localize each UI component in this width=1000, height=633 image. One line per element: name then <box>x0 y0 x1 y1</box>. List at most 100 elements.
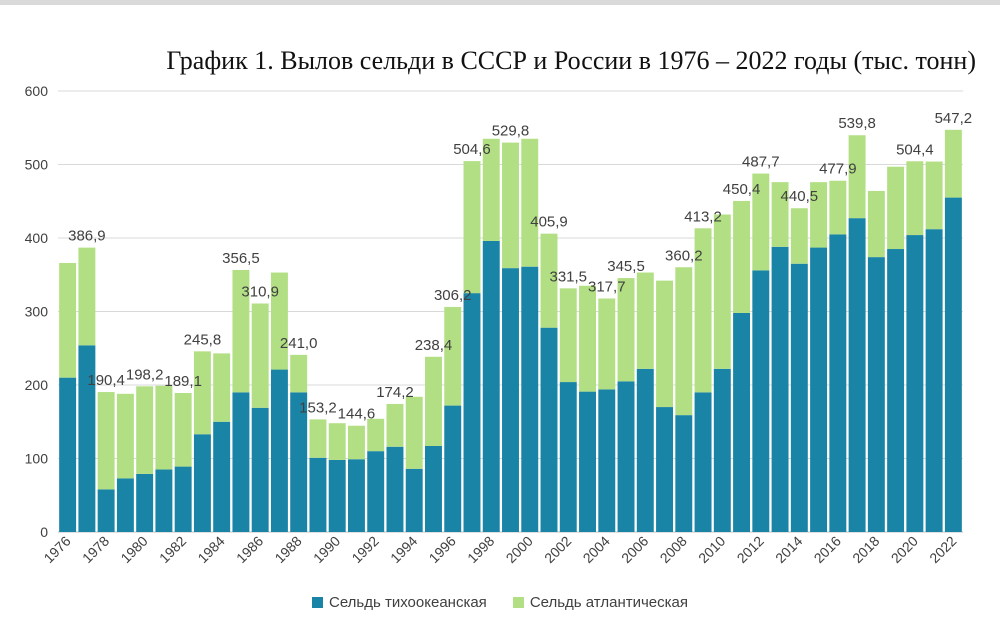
bar-pacific-2005 <box>617 381 635 532</box>
bar-pacific-1986 <box>251 407 269 532</box>
data-label-1991: 144,6 <box>338 406 376 423</box>
bar-pacific-2000 <box>521 266 539 532</box>
bar-pacific-2003 <box>579 391 596 532</box>
bar-pacific-1991 <box>347 459 365 532</box>
bar-pacific-1980 <box>136 473 154 532</box>
x-tick-label: 1994 <box>387 533 420 566</box>
bar-atlantic-1985 <box>232 269 250 393</box>
bars <box>59 129 962 532</box>
x-tick-label: 1992 <box>348 533 381 566</box>
bar-pacific-1978 <box>97 489 115 532</box>
bar-pacific-1988 <box>290 392 308 532</box>
bar-pacific-1977 <box>78 345 96 532</box>
bar-atlantic-1996 <box>444 306 462 406</box>
bar-pacific-2015 <box>810 247 828 532</box>
legend: Сельдь тихоокеанская Сельдь атлантическа… <box>0 591 1000 613</box>
data-label-1989: 153,2 <box>299 399 337 416</box>
data-label-2008: 360,2 <box>665 247 703 264</box>
bar-pacific-2014 <box>790 263 808 532</box>
data-label-1982: 189,1 <box>164 373 202 390</box>
x-tick-label: 2014 <box>772 533 805 566</box>
bar-pacific-1997 <box>463 293 481 532</box>
bar-pacific-1984 <box>213 421 231 532</box>
bar-pacific-2012 <box>752 270 770 532</box>
bar-atlantic-1988 <box>290 354 308 393</box>
data-label-2001: 405,9 <box>530 214 568 231</box>
bar-atlantic-1984 <box>213 353 231 422</box>
bar-pacific-2018 <box>867 257 885 532</box>
bar-atlantic-1981 <box>155 385 173 470</box>
bar-atlantic-2004 <box>598 298 616 390</box>
data-label-2020: 504,4 <box>896 141 934 158</box>
bar-pacific-2020 <box>906 235 924 532</box>
data-label-1996: 306,2 <box>434 287 472 304</box>
data-label-2014: 440,5 <box>781 188 819 205</box>
data-label-1997: 504,6 <box>453 141 491 158</box>
bar-atlantic-2005 <box>617 278 635 382</box>
x-tick-label: 1996 <box>426 533 459 566</box>
x-tick-label: 2006 <box>618 533 651 566</box>
y-axis-ticks: 0 100 200 300 400 500 600 <box>25 83 49 540</box>
y-tick-label: 200 <box>25 377 49 393</box>
bar-atlantic-1978 <box>97 392 115 490</box>
bar-atlantic-2006 <box>636 272 654 369</box>
bar-pacific-2017 <box>848 218 866 532</box>
bar-pacific-2016 <box>829 234 847 532</box>
bar-atlantic-2010 <box>713 214 731 369</box>
x-tick-label: 2008 <box>657 533 690 566</box>
bar-atlantic-1982 <box>174 393 192 467</box>
legend-swatch-pacific <box>312 596 323 608</box>
bar-atlantic-2017 <box>848 135 866 219</box>
bar-pacific-2013 <box>771 246 789 532</box>
bar-atlantic-1977 <box>78 247 96 346</box>
x-tick-label: 1982 <box>156 533 189 566</box>
x-tick-label: 2004 <box>580 533 613 566</box>
bar-pacific-1990 <box>328 459 346 532</box>
data-label-1993: 174,2 <box>376 384 414 401</box>
bar-atlantic-2000 <box>521 138 539 267</box>
bar-pacific-2007 <box>656 407 674 532</box>
legend-item-atlantic: Сельдь атлантическая <box>512 594 688 611</box>
bar-pacific-2006 <box>636 368 654 532</box>
bar-atlantic-2003 <box>579 285 596 392</box>
data-label-2011: 450,4 <box>723 181 761 198</box>
bar-pacific-1995 <box>425 446 442 532</box>
bar-atlantic-2016 <box>829 180 847 235</box>
y-tick-label: 600 <box>25 83 49 99</box>
bar-pacific-2008 <box>675 415 693 532</box>
bar-pacific-1993 <box>386 446 404 532</box>
x-tick-label: 2018 <box>849 533 882 566</box>
bar-atlantic-1995 <box>425 356 442 447</box>
x-tick-label: 1986 <box>233 533 266 566</box>
bar-atlantic-1994 <box>405 396 423 469</box>
bar-atlantic-1992 <box>367 418 385 452</box>
bar-pacific-1998 <box>482 240 500 532</box>
bar-atlantic-2001 <box>540 233 558 328</box>
bar-atlantic-2014 <box>790 208 808 264</box>
x-tick-label: 1978 <box>79 533 112 566</box>
x-tick-label: 2000 <box>503 533 536 566</box>
bar-pacific-1976 <box>59 377 77 532</box>
data-label-1980: 198,2 <box>126 366 164 383</box>
bar-atlantic-2007 <box>656 280 674 408</box>
data-label-2012: 487,7 <box>742 154 780 171</box>
data-label-2017: 539,8 <box>838 115 876 132</box>
x-tick-label: 2022 <box>926 533 959 566</box>
data-label-2005: 345,5 <box>607 258 645 275</box>
bar-atlantic-1997 <box>463 161 481 294</box>
bar-pacific-1996 <box>444 405 462 532</box>
bar-atlantic-2020 <box>906 161 924 236</box>
data-label-1983: 245,8 <box>184 331 222 348</box>
bar-atlantic-2008 <box>675 267 693 416</box>
bar-atlantic-2019 <box>887 166 905 250</box>
bar-atlantic-2015 <box>810 182 828 248</box>
bar-pacific-1987 <box>270 369 288 532</box>
bar-atlantic-1976 <box>59 262 77 378</box>
bar-pacific-2004 <box>598 389 616 532</box>
data-label-2004: 317,7 <box>588 278 626 295</box>
y-tick-label: 0 <box>40 524 48 540</box>
legend-label-pacific: Сельдь тихоокеанская <box>329 593 487 611</box>
bar-pacific-1985 <box>232 392 250 532</box>
bar-pacific-2002 <box>559 382 577 532</box>
